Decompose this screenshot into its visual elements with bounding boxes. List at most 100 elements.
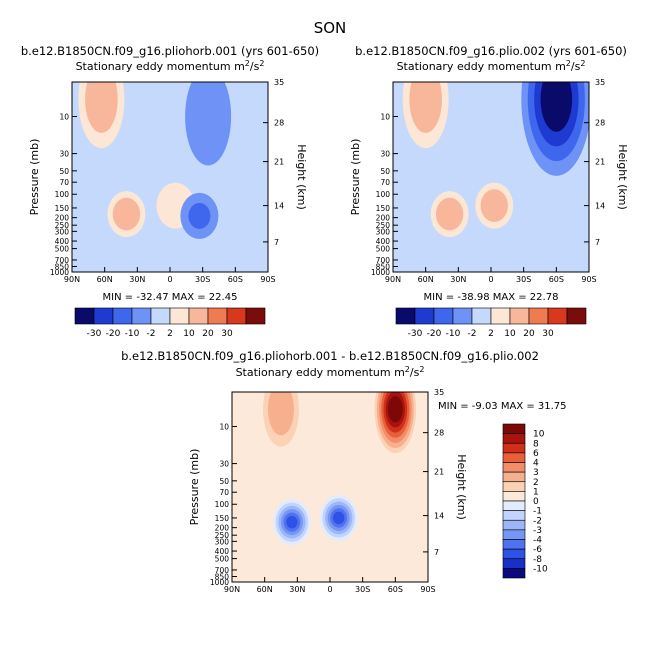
y-tick-label: 400 [215, 547, 230, 556]
y-tick-label: 300 [55, 227, 70, 236]
y2-tick-label: 35 [595, 78, 605, 87]
y2-tick-label: 28 [434, 429, 444, 438]
colorbar-box [502, 510, 526, 521]
y2-axis-label: Height (km) [616, 144, 629, 210]
y-tick-label: 250 [215, 531, 230, 540]
y-tick-label: 200 [215, 524, 230, 533]
colorbar-box [509, 307, 530, 325]
y2-tick-label: 14 [274, 202, 284, 211]
colorbar-label: -2 [468, 329, 477, 339]
x-tick-label: 30S [516, 275, 531, 284]
colorbar-label: -2 [533, 516, 542, 526]
colorbar-box [502, 558, 526, 569]
contour-stratospheric-min-1 [195, 90, 222, 143]
y2-tick-label: 7 [434, 548, 439, 557]
colorbar-label: -30 [408, 329, 423, 339]
y-tick-label: 200 [55, 214, 70, 223]
y2-tick-label: 28 [274, 119, 284, 128]
figure-title: SON [314, 19, 347, 37]
colorbar-label: -8 [533, 555, 542, 565]
y-tick-label: 30 [380, 150, 390, 159]
panel-title: b.e12.B1850CN.f09_g16.pliohorb.001 - b.e… [121, 349, 539, 363]
min-max-text: MIN = -9.03 MAX = 31.75 [438, 401, 567, 412]
panel-subtitle: Stationary eddy momentum m2/s2 [397, 59, 586, 73]
colorbar-box [112, 307, 133, 325]
contour-midlat-max-2 [441, 204, 458, 224]
contour-tropical-max-2 [485, 195, 503, 216]
colorbar: -30 -20 -10 -2 2 10 20 30 [395, 307, 587, 339]
panel-title: b.e12.B1850CN.f09_g16.plio.002 (yrs 601-… [355, 44, 627, 58]
panel-title: b.e12.B1850CN.f09_g16.pliohorb.001 (yrs … [21, 44, 319, 58]
y-tick-label: 10 [380, 112, 390, 121]
contour-southern-min-1 [188, 202, 211, 229]
y-tick-label: 10 [59, 112, 69, 121]
y-tick-label: 1000 [50, 268, 69, 277]
colorbar-label: 2 [533, 478, 539, 488]
y-tick-label: 50 [219, 477, 229, 486]
x-tick-label: 60N [418, 275, 434, 284]
colorbar-label: -10 [533, 564, 548, 574]
x-tick-label: 60S [228, 275, 243, 284]
colorbar-box [490, 307, 511, 325]
colorbar-box [433, 307, 454, 325]
colorbar-box [502, 500, 526, 511]
colorbar-box [452, 307, 473, 325]
colorbar-box [502, 539, 526, 550]
y-tick-label: 50 [59, 167, 69, 176]
y-tick-label: 100 [55, 190, 70, 199]
colorbar-box [471, 307, 492, 325]
colorbar-label: 30 [221, 329, 233, 339]
y-axis-label: Pressure (mb) [28, 139, 41, 216]
colorbar-box [150, 307, 171, 325]
y-tick-label: 100 [376, 190, 391, 199]
colorbar-box [502, 442, 526, 454]
colorbar-label: 30 [542, 329, 554, 339]
contour-upper-jet-core-2 [91, 82, 112, 118]
plot-area [232, 392, 428, 582]
contour-stratospheric-max-8 [390, 401, 401, 418]
y2-axis-label: Height (km) [455, 454, 468, 520]
colorbar-label: 4 [533, 459, 539, 469]
x-tick-label: 90S [260, 275, 275, 284]
y-tick-label: 850 [55, 263, 70, 272]
colorbar-label: 6 [533, 449, 539, 459]
y-tick-label: 850 [376, 263, 391, 272]
x-tick-label: 60N [97, 275, 113, 284]
y-tick-label: 300 [376, 227, 391, 236]
y2-tick-label: 21 [595, 158, 605, 167]
x-tick-label: 60S [388, 585, 403, 594]
colorbar-box [74, 307, 95, 325]
colorbar-label: -6 [533, 545, 542, 555]
y-tick-label: 400 [376, 237, 391, 246]
colorbar-box [528, 307, 549, 325]
colorbar-label: -1 [533, 507, 542, 517]
x-tick-label: 0 [327, 585, 332, 594]
plot-area [393, 82, 589, 272]
colorbar-box [414, 307, 435, 325]
x-tick-label: 30N [129, 275, 145, 284]
min-max-text: MIN = -32.47 MAX = 22.45 [103, 292, 238, 303]
y2-tick-label: 7 [595, 238, 600, 247]
colorbar-box [502, 491, 526, 502]
y-tick-label: 250 [376, 221, 391, 230]
colorbar-label: -4 [533, 536, 542, 546]
panel-bottom-difference: b.e12.B1850CN.f09_g16.pliohorb.001 - b.e… [121, 349, 566, 594]
contour-midlat-min-5 [286, 515, 298, 529]
min-max-text: MIN = -38.98 MAX = 22.78 [424, 292, 559, 303]
colorbar-box [207, 307, 228, 325]
y-tick-label: 150 [55, 204, 70, 213]
colorbar-box [502, 433, 526, 444]
colorbar-label: -10 [125, 329, 140, 339]
colorbar-box [502, 481, 526, 492]
panel-top-right: b.e12.B1850CN.f09_g16.plio.002 (yrs 601-… [349, 44, 629, 339]
colorbar-box [226, 307, 247, 325]
colorbar-box [566, 307, 587, 325]
colorbar-label: 8 [533, 439, 539, 449]
colorbar-label: -3 [533, 526, 542, 536]
y-tick-label: 150 [376, 204, 391, 213]
colorbar-label: 10 [504, 329, 516, 339]
colorbar-label: 0 [533, 497, 539, 507]
x-tick-label: 30S [195, 275, 210, 284]
colorbar-label: -20 [106, 329, 121, 339]
